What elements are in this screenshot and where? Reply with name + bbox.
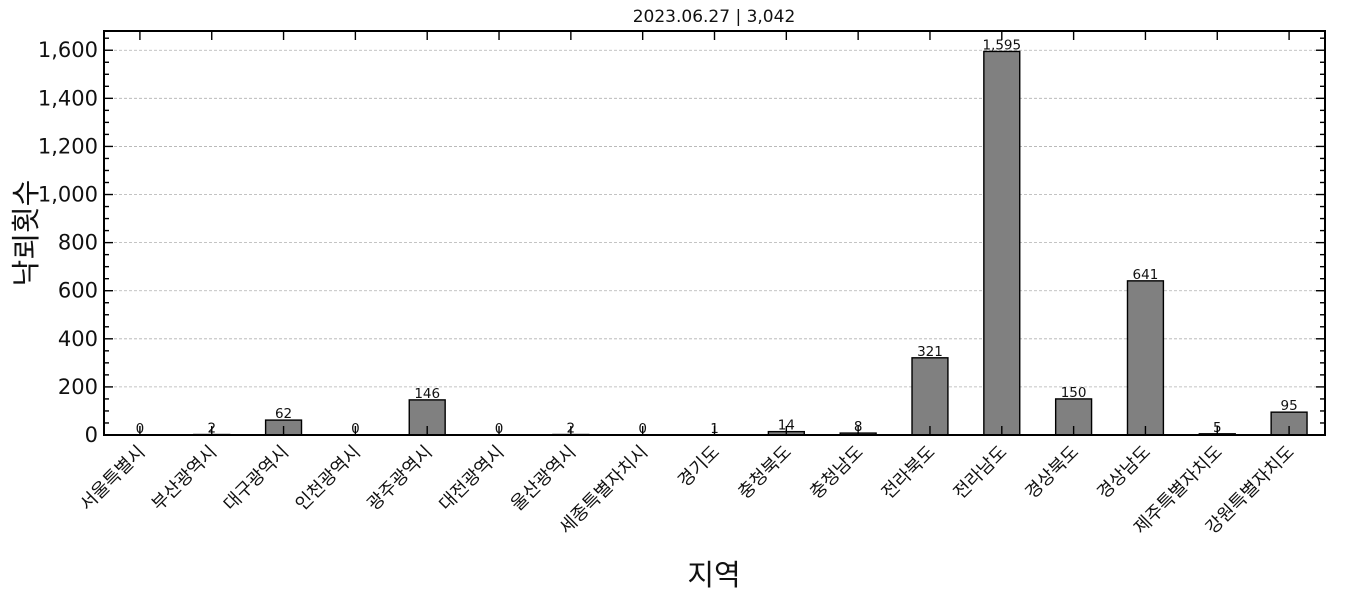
y-tick-label: 400 xyxy=(58,327,98,351)
y-tick-label: 200 xyxy=(58,375,98,399)
x-tick-label: 광주광역시 xyxy=(363,442,436,515)
x-tick-label: 울산광역시 xyxy=(507,442,580,515)
x-tick-label: 경상남도 xyxy=(1093,442,1155,504)
x-tick-label: 충청남도 xyxy=(806,442,868,504)
y-axis-label: 낙뢰횟수 xyxy=(9,180,43,287)
data-label: 641 xyxy=(1133,267,1159,283)
y-tick-label: 1,400 xyxy=(38,86,98,110)
y-tick-label: 1,000 xyxy=(38,183,98,207)
x-tick-label: 서울특별시 xyxy=(76,442,149,515)
data-label: 1,595 xyxy=(982,37,1021,53)
x-axis: 서울특별시부산광역시대구광역시인천광역시광주광역시대전광역시울산광역시세종특별자… xyxy=(76,31,1299,539)
data-label: 321 xyxy=(917,344,943,360)
gridlines xyxy=(104,49,1325,388)
data-label: 62 xyxy=(275,406,292,422)
data-label: 14 xyxy=(778,418,795,434)
x-tick-label: 전라남도 xyxy=(950,442,1012,504)
x-tick-label: 대구광역시 xyxy=(220,442,293,515)
data-label: 150 xyxy=(1061,385,1087,401)
x-tick-label: 인천광역시 xyxy=(292,442,365,515)
x-tick-label: 대전광역시 xyxy=(435,442,508,515)
bars xyxy=(121,50,1308,436)
bar xyxy=(1126,280,1165,436)
x-tick-label: 충청북도 xyxy=(734,442,796,504)
y-tick-label: 1,200 xyxy=(38,134,98,158)
data-label: 95 xyxy=(1280,398,1297,414)
y-axis: 0 200 400 600 800 1,000 1,200 1,400 1,600 xyxy=(38,37,1325,447)
y-tick-label: 0 xyxy=(85,423,98,447)
chart-title: 2023.06.27 | 3,042 xyxy=(633,7,796,27)
data-label: 146 xyxy=(414,386,440,402)
x-tick-label: 전라북도 xyxy=(878,442,940,504)
y-tick-label: 800 xyxy=(58,231,98,255)
y-tick-label: 1,600 xyxy=(38,38,98,62)
bar xyxy=(983,50,1021,436)
bar xyxy=(911,357,949,436)
x-axis-label: 지역 xyxy=(687,558,740,592)
x-tick-label: 경기도 xyxy=(674,442,724,492)
x-tick-label: 부산광역시 xyxy=(148,442,221,515)
y-tick-label: 600 xyxy=(58,279,98,303)
data-labels: 0262014602011483211,595150641595 xyxy=(136,37,1298,437)
x-tick-label: 경상북도 xyxy=(1021,442,1083,504)
